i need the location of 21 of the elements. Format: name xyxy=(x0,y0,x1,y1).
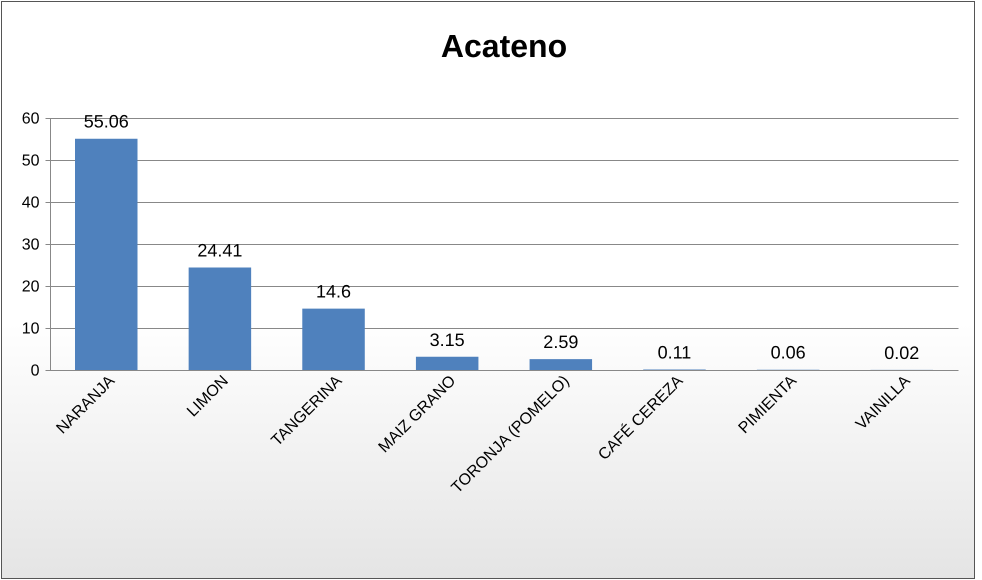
chart-title: Acateno xyxy=(440,28,568,64)
data-label: 0.11 xyxy=(658,342,692,363)
data-label: 2.59 xyxy=(543,332,578,352)
data-label: 14.6 xyxy=(316,282,352,302)
bar xyxy=(188,267,252,370)
data-label: 0.02 xyxy=(884,342,920,363)
y-tick-label: 60 xyxy=(22,110,40,128)
y-tick-label: 20 xyxy=(22,278,40,296)
data-label: 55.06 xyxy=(84,112,129,132)
bar xyxy=(302,308,365,370)
bar xyxy=(530,359,592,370)
y-tick-label: 30 xyxy=(22,236,40,254)
data-label: 0.06 xyxy=(770,342,806,363)
bar xyxy=(75,138,138,370)
y-tick-label: 0 xyxy=(30,362,40,380)
bar xyxy=(416,356,478,370)
y-tick-label: 10 xyxy=(22,320,40,338)
y-tick-label: 50 xyxy=(22,152,40,170)
data-label: 24.41 xyxy=(197,240,242,260)
y-tick-label: 40 xyxy=(22,194,40,212)
data-label: 3.15 xyxy=(430,330,465,350)
